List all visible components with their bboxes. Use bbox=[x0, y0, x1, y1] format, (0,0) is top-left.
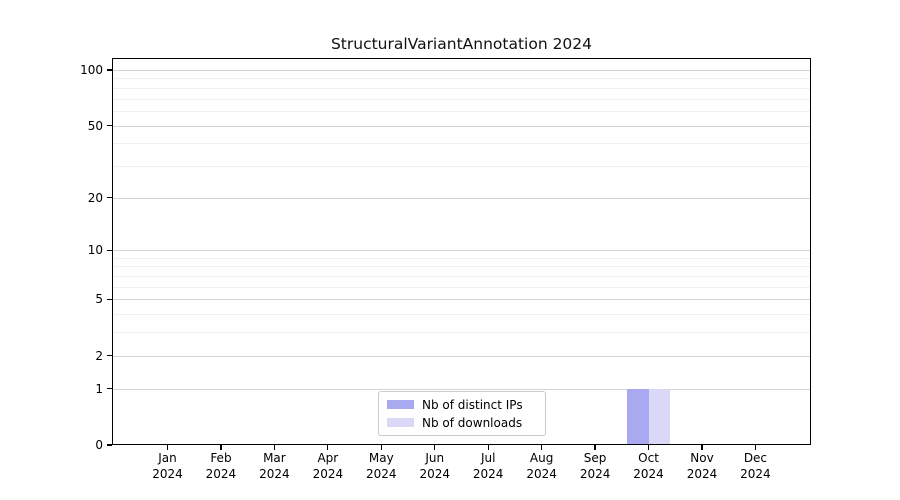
x-tick bbox=[220, 445, 222, 450]
legend-label-distinct-ips: Nb of distinct IPs bbox=[422, 397, 523, 412]
x-tick bbox=[327, 445, 329, 450]
x-tick-month: Mar bbox=[263, 451, 286, 465]
x-tick bbox=[701, 445, 703, 450]
x-tick-year: 2024 bbox=[686, 466, 718, 481]
x-tick-label: Sep 2024 bbox=[567, 451, 623, 482]
x-tick-month: Feb bbox=[210, 451, 232, 465]
y-tick bbox=[107, 298, 112, 301]
x-tick-month: Apr bbox=[317, 451, 339, 465]
x-tick bbox=[541, 445, 543, 450]
x-tick-year: 2024 bbox=[205, 466, 237, 481]
y-tick bbox=[107, 69, 112, 71]
y-tick bbox=[107, 355, 112, 357]
x-tick-year: 2024 bbox=[633, 466, 664, 481]
x-tick-label: Dec 2024 bbox=[727, 451, 783, 482]
x-tick-label: Mar 2024 bbox=[246, 451, 302, 482]
x-tick-label: Jun 2024 bbox=[407, 451, 463, 482]
x-tick-year: 2024 bbox=[472, 466, 504, 481]
y-tick bbox=[107, 124, 112, 127]
x-tick-month: Dec bbox=[743, 451, 768, 465]
chart-title: StructuralVariantAnnotation 2024 bbox=[330, 35, 593, 53]
x-tick-year: 2024 bbox=[259, 466, 290, 481]
x-tick-label: Apr 2024 bbox=[300, 451, 356, 482]
x-tick-year: 2024 bbox=[152, 466, 183, 481]
x-tick bbox=[647, 445, 650, 450]
legend-label-downloads: Nb of downloads bbox=[422, 415, 523, 430]
legend-item-distinct-ips: Nb of distinct IPs bbox=[387, 397, 545, 412]
x-tick-year: 2024 bbox=[312, 466, 344, 481]
x-tick-label: Jul 2024 bbox=[460, 451, 516, 482]
x-tick-month: Jul bbox=[480, 451, 496, 465]
y-tick bbox=[107, 249, 112, 251]
legend-swatch-distinct-ips bbox=[387, 399, 414, 410]
x-tick-month: Jan bbox=[158, 451, 177, 465]
x-tick bbox=[594, 445, 596, 450]
y-tick-label: 100 bbox=[80, 62, 103, 77]
y-tick-label: 10 bbox=[87, 243, 103, 258]
y-tick bbox=[107, 388, 112, 390]
x-tick-month: May bbox=[368, 451, 394, 465]
legend-item-downloads: Nb of downloads bbox=[387, 415, 545, 430]
x-tick-label: Feb 2024 bbox=[193, 451, 249, 482]
y-tick bbox=[107, 196, 112, 199]
x-tick bbox=[487, 445, 489, 450]
x-tick bbox=[434, 445, 436, 450]
x-tick-month: Jun bbox=[425, 451, 445, 465]
x-tick-year: 2024 bbox=[526, 466, 557, 481]
legend-swatch-downloads bbox=[387, 417, 414, 428]
x-tick-label: May 2024 bbox=[353, 451, 409, 482]
x-tick-month: Oct bbox=[638, 451, 659, 465]
x-tick bbox=[273, 445, 276, 450]
x-tick-year: 2024 bbox=[419, 466, 451, 481]
x-tick-month: Aug bbox=[529, 451, 554, 465]
y-tick-label: 5 bbox=[95, 292, 103, 307]
x-tick bbox=[166, 445, 169, 450]
x-tick-label: Oct 2024 bbox=[621, 451, 677, 482]
y-tick-label: 0 bbox=[95, 438, 103, 452]
plot-frame bbox=[112, 58, 811, 445]
legend: Nb of distinct IPs Nb of downloads bbox=[378, 391, 546, 436]
x-tick-label: Aug 2024 bbox=[514, 451, 570, 482]
y-tick bbox=[107, 444, 112, 446]
x-tick-label: Jan 2024 bbox=[140, 451, 196, 482]
y-tick-label: 50 bbox=[87, 118, 103, 133]
y-tick-label: 2 bbox=[95, 348, 103, 363]
x-tick-label: Nov 2024 bbox=[674, 451, 730, 482]
x-tick bbox=[380, 445, 382, 450]
x-tick-year: 2024 bbox=[579, 466, 611, 481]
x-tick-month: Nov bbox=[690, 451, 714, 465]
x-tick-month: Sep bbox=[583, 451, 607, 465]
x-tick bbox=[754, 445, 757, 450]
y-tick-label: 1 bbox=[95, 381, 103, 396]
y-tick-label: 20 bbox=[87, 190, 103, 205]
x-tick-year: 2024 bbox=[366, 466, 397, 481]
x-tick-year: 2024 bbox=[740, 466, 771, 481]
